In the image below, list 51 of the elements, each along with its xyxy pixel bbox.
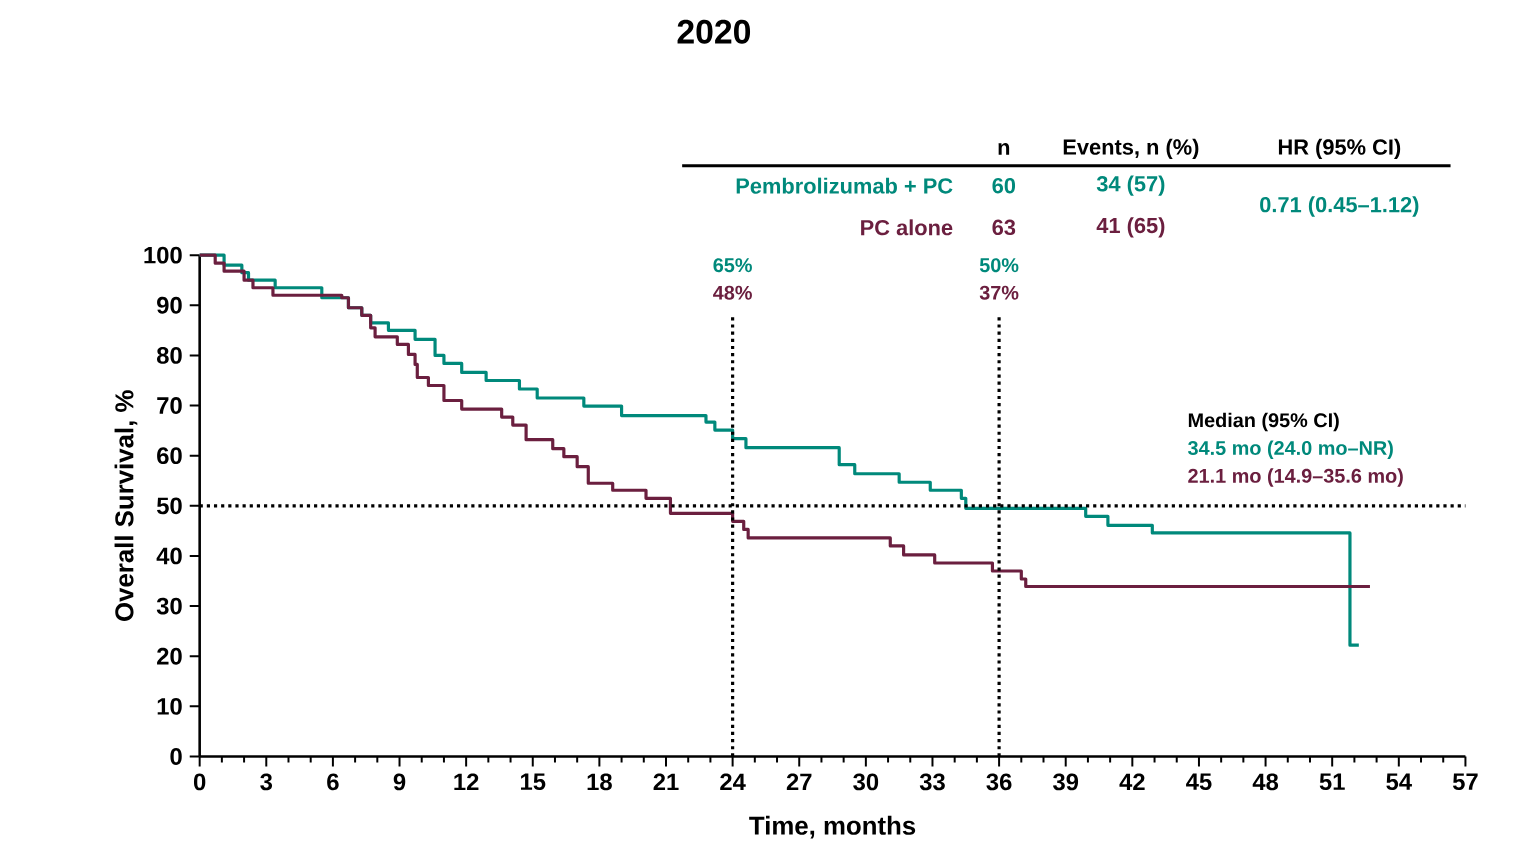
chart-title: 2020 <box>677 19 751 44</box>
annotation: 21.1 mo (14.9–35.6 mo) <box>1188 468 1403 487</box>
x-tick-label: 27 <box>786 773 812 791</box>
text: 34 (57) <box>1096 175 1165 196</box>
y-axis-title: Overall Survival, % <box>114 390 138 622</box>
text: HR (95% CI) <box>1278 138 1401 160</box>
annotation: 65% <box>713 258 752 273</box>
x-tick-label: 18 <box>587 773 612 791</box>
x-tick-label: 54 <box>1386 773 1412 791</box>
text: Pembrolizumab + PC <box>736 177 953 194</box>
y-tick-label: 50 <box>156 497 182 515</box>
x-tick-label: 12 <box>454 773 479 791</box>
text: 0.71 (0.45–1.12) <box>1260 196 1419 217</box>
x-tick-label: 30 <box>853 773 879 791</box>
y-tick-label: 100 <box>144 246 182 264</box>
annotation: 34.5 mo (24.0 mo–NR) <box>1188 440 1393 460</box>
x-tick-label: 15 <box>521 773 546 791</box>
annotation: 48% <box>713 285 752 300</box>
text: n <box>998 143 1010 155</box>
x-tick-label: 6 <box>327 773 339 791</box>
y-tick-label: 60 <box>157 447 182 465</box>
text: 41 (65) <box>1096 217 1165 238</box>
y-tick-label: 30 <box>156 597 182 615</box>
y-tick-label: 90 <box>157 296 182 314</box>
x-tick-label: 9 <box>393 773 406 791</box>
x-tick-label: 42 <box>1119 773 1145 791</box>
text: Events, n (%) <box>1063 138 1199 160</box>
y-tick-label: 80 <box>156 347 182 364</box>
x-tick-label: 36 <box>986 773 1012 791</box>
x-tick-label: 39 <box>1053 773 1079 791</box>
annotation: 37% <box>979 285 1019 300</box>
text: PC alone <box>861 219 953 236</box>
text: 63 <box>992 219 1016 236</box>
annotation: Median (95% CI) <box>1188 412 1339 432</box>
annotation: 50% <box>979 258 1019 273</box>
x-axis-title: Time, months <box>749 815 916 839</box>
x-tick-label: 24 <box>720 773 746 791</box>
text: 60 <box>992 178 1016 194</box>
x-tick-label: 21 <box>653 773 679 791</box>
x-tick-label: 51 <box>1319 773 1345 791</box>
y-tick-label: 0 <box>170 748 182 766</box>
x-tick-label: 57 <box>1452 773 1478 791</box>
y-tick-label: 70 <box>157 397 182 415</box>
x-tick-label: 48 <box>1252 773 1279 791</box>
y-tick-label: 20 <box>157 647 182 665</box>
x-tick-label: 0 <box>193 773 206 791</box>
x-tick-label: 33 <box>919 773 945 791</box>
x-tick-label: 45 <box>1186 773 1212 791</box>
y-tick-label: 40 <box>156 547 182 565</box>
y-tick-label: 10 <box>157 698 182 715</box>
x-tick-label: 3 <box>260 773 273 791</box>
